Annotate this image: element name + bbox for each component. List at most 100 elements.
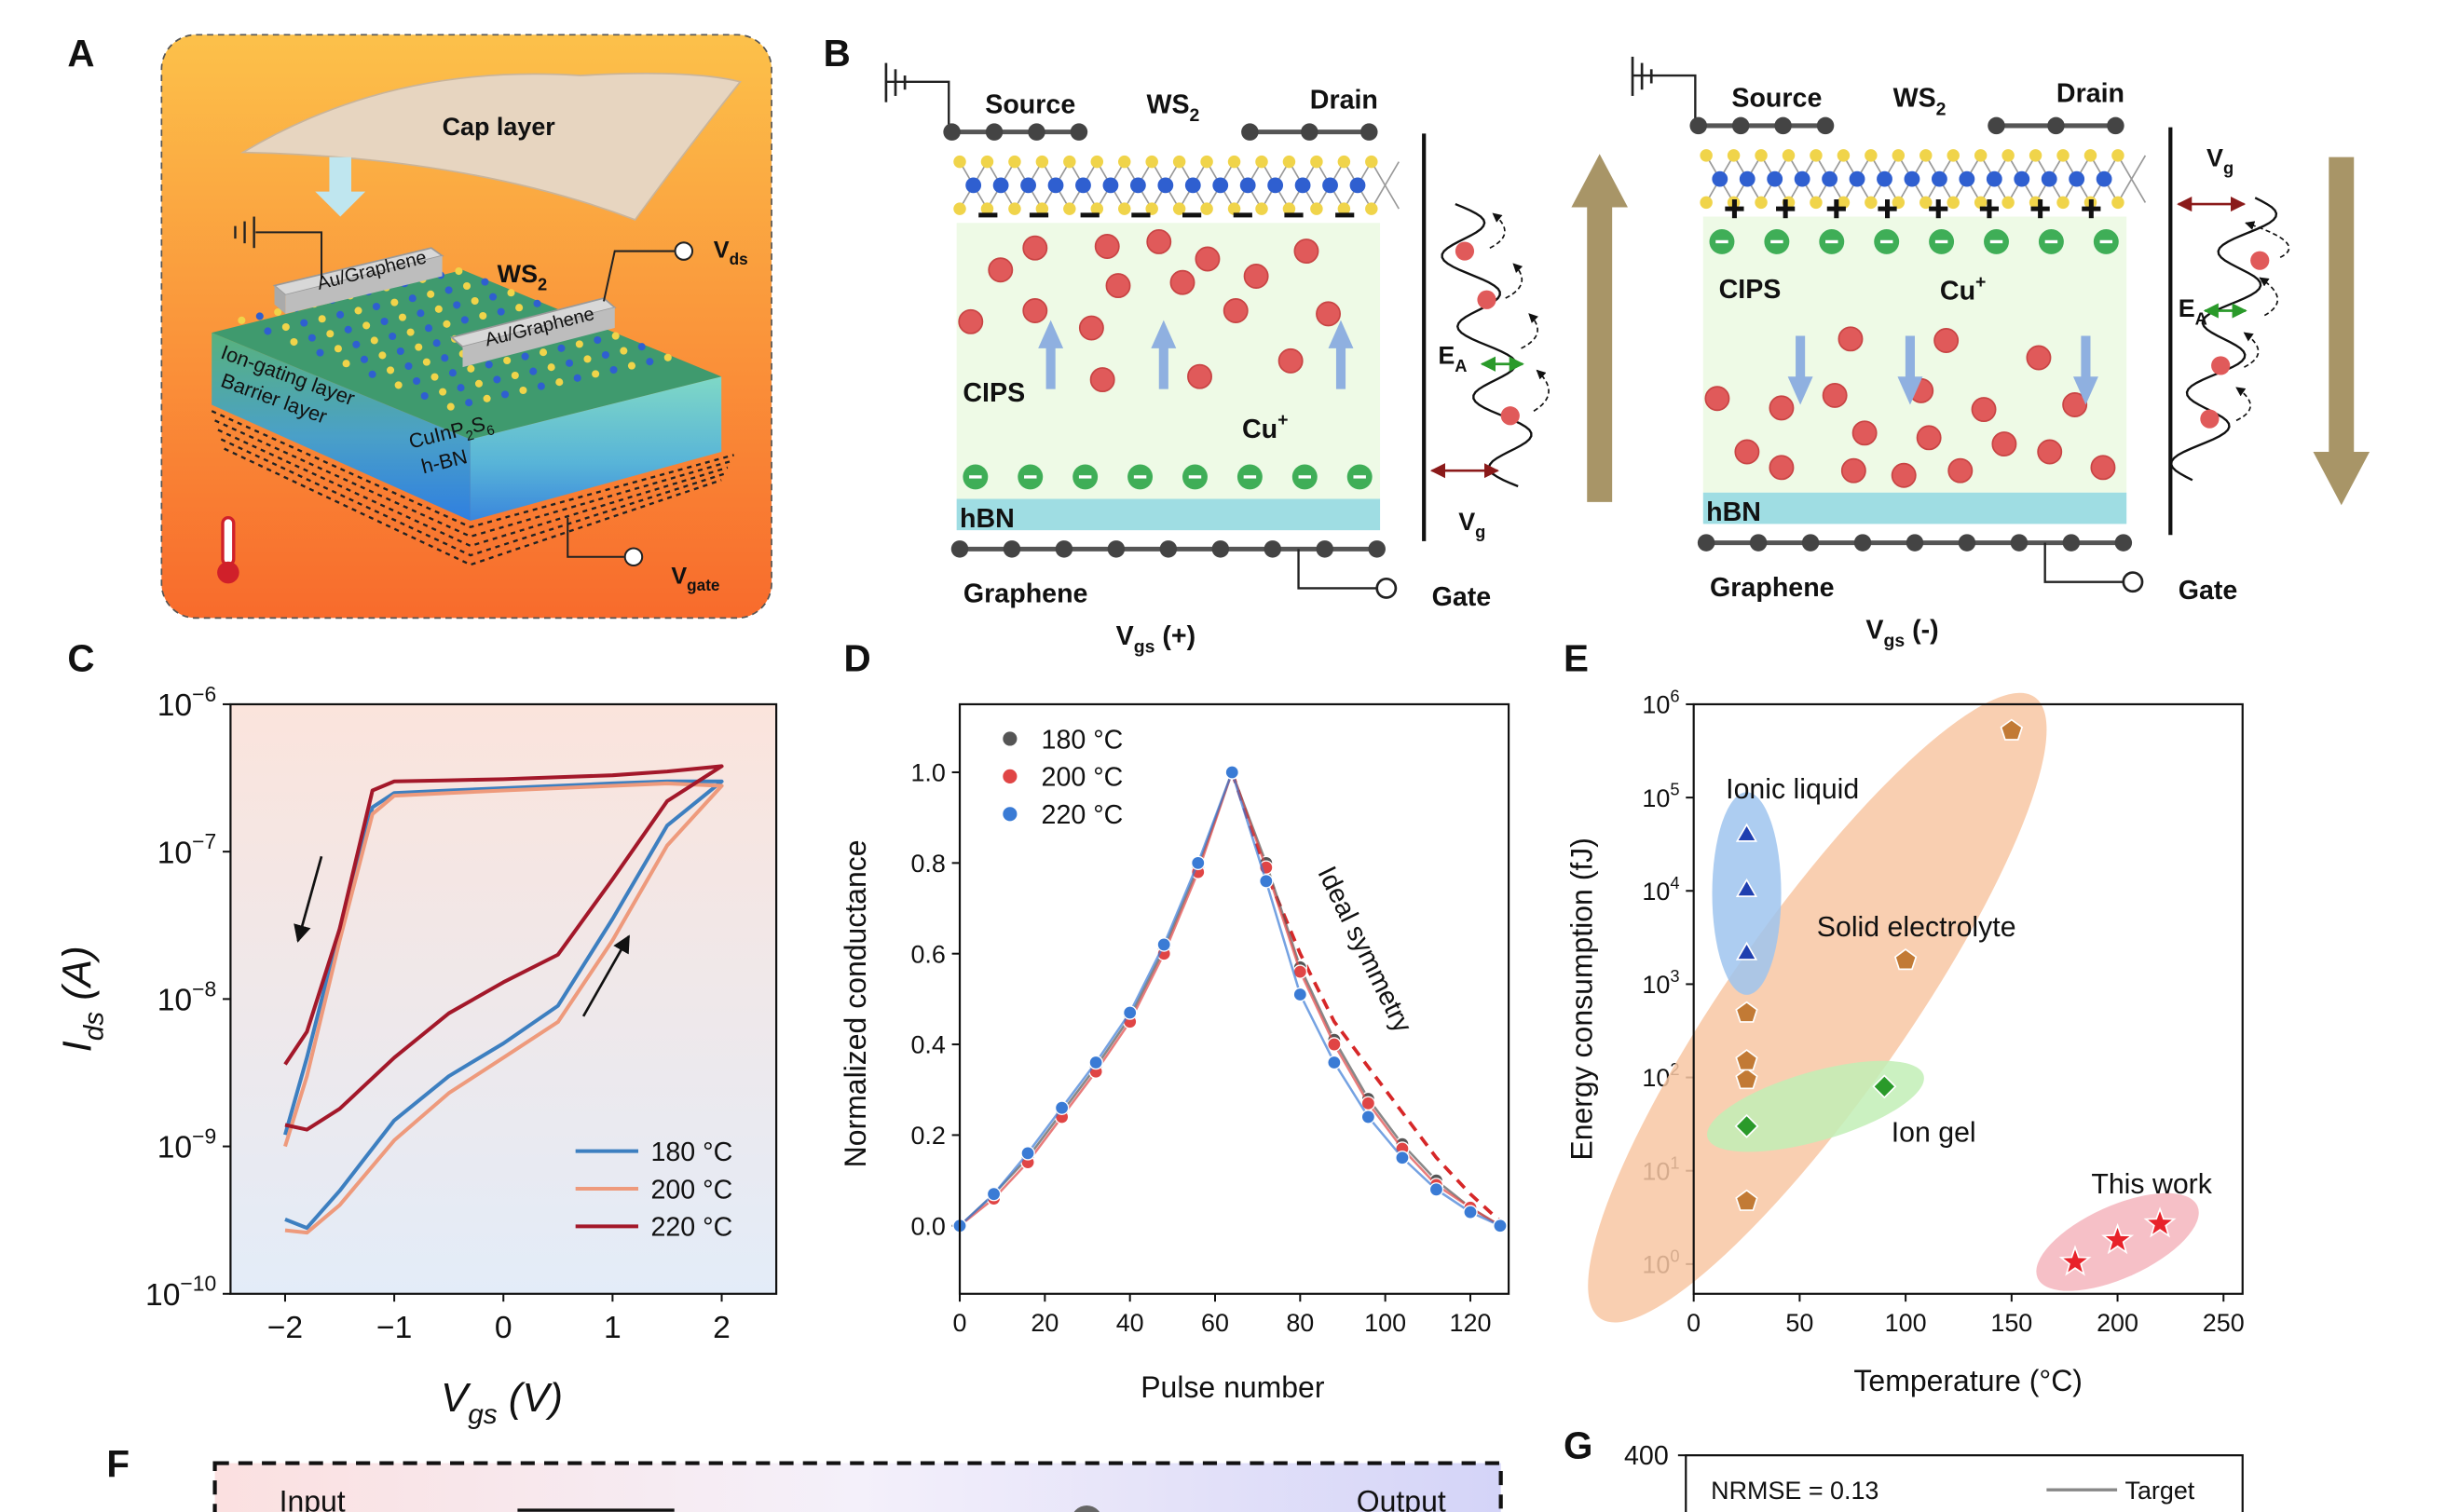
lattice-atom	[344, 325, 352, 334]
y-tick-label: 105	[1642, 780, 1679, 812]
cips-label: CIPS	[1719, 275, 1782, 305]
panel-b-diagram: Source WS2 Drain CIPS Cu+ hBN Graphene Gate Vgs …	[884, 62, 1628, 658]
tungsten-atom	[1986, 170, 2002, 187]
sulfur-atom	[1172, 202, 1186, 215]
graphene-electrode-atom	[1853, 534, 1872, 552]
y-tick-label: 0.4	[910, 1031, 945, 1059]
lattice-atom	[380, 317, 389, 326]
sulfur-atom	[1282, 155, 1296, 169]
hbn-layer	[1702, 492, 2127, 524]
x-tick-label: 250	[2203, 1309, 2245, 1337]
gate-terminal	[1375, 577, 1398, 599]
graphene-electrode-atom	[1697, 534, 1715, 552]
sulfur-atom	[1919, 196, 1933, 210]
lattice-atom	[441, 354, 449, 362]
tungsten-atom	[2041, 170, 2057, 187]
lattice-atom	[457, 384, 465, 392]
panel-f-box	[212, 1461, 1503, 1512]
x-tick-label: 1	[604, 1311, 622, 1345]
lattice-atom	[443, 320, 451, 328]
tungsten-atom	[1267, 177, 1284, 194]
y-tick-label: 10−9	[157, 1124, 217, 1165]
lattice-atom	[378, 351, 387, 360]
legend-label: 200 °C	[1042, 763, 1124, 793]
copper-ion	[1837, 326, 1864, 352]
lattice-atom	[646, 358, 654, 366]
data-point	[1735, 878, 1758, 897]
sulfur-atom	[1837, 149, 1851, 162]
data-point	[1054, 1100, 1070, 1115]
tungsten-atom	[2014, 170, 2030, 187]
barrier-label: EA	[2179, 294, 2207, 328]
copper-ion	[1840, 457, 1866, 484]
data-point	[2000, 718, 2024, 741]
data-point	[2101, 1222, 2135, 1255]
hbn-label: hBN	[960, 504, 1015, 534]
copper-ion	[1169, 269, 1195, 295]
graphene-electrode-atom	[950, 540, 969, 558]
x-tick-label: 40	[1116, 1309, 1144, 1337]
lattice-atom	[500, 390, 510, 399]
source-electrode-atom	[943, 123, 961, 141]
lattice-atom	[448, 369, 457, 377]
sweep-arrow	[581, 934, 631, 1017]
graphene-electrode-atom	[1264, 540, 1282, 558]
copper-ion	[1316, 301, 1341, 327]
copper-ion	[1243, 264, 1269, 289]
plot-frame	[229, 702, 778, 1295]
tungsten-atom	[1184, 177, 1201, 194]
gate-terminal	[623, 547, 644, 567]
output-label: Output	[1357, 1485, 1446, 1512]
lattice-atom	[465, 399, 473, 407]
copper-ion	[1947, 457, 1974, 484]
data-point	[1735, 823, 1758, 842]
lattice-atom	[537, 382, 545, 390]
caption: Vgs (+)	[1116, 621, 1196, 658]
legend-label: 220 °C	[650, 1213, 732, 1243]
lattice-atom	[485, 361, 493, 369]
lattice-atom	[460, 316, 469, 324]
lattice-atom	[497, 307, 505, 316]
copper-ion	[1089, 367, 1115, 393]
source-label: Source	[985, 89, 1075, 119]
source-electrode-atom	[1731, 116, 1750, 135]
ws2-bond	[1371, 161, 1400, 210]
lattice-atom	[390, 298, 399, 306]
drain-electrode-atom	[1301, 123, 1318, 141]
legend-key	[1003, 769, 1018, 783]
drain-terminal	[674, 241, 694, 261]
panel-label: A	[67, 32, 94, 75]
lattice-atom	[336, 310, 345, 319]
lattice-atom	[515, 304, 524, 312]
sweep-arrow	[294, 855, 323, 943]
copper-ion	[1187, 363, 1212, 389]
x-tick-label: 120	[1450, 1309, 1492, 1337]
lattice-atom	[483, 394, 491, 402]
sulfur-atom	[1810, 149, 1823, 162]
sulfur-atom	[1008, 202, 1021, 215]
ion-drift-arrow	[1897, 335, 1923, 405]
data-point	[1327, 1037, 1342, 1052]
copper-ion	[1891, 462, 1917, 488]
y-tick-label: 0.6	[910, 940, 945, 968]
sulfur-atom	[1837, 196, 1851, 210]
hopping-arrow	[2243, 332, 2260, 368]
graphene-electrode-atom	[2114, 534, 2133, 552]
lattice-atom	[290, 337, 298, 347]
copper-ion	[2062, 392, 2088, 417]
lattice-atom	[453, 301, 461, 309]
sulfur-atom	[953, 202, 966, 215]
drain-electrode-atom	[2107, 116, 2124, 135]
panel-label: C	[67, 637, 94, 680]
copper-ion	[2090, 455, 2116, 481]
lattice-atom	[455, 266, 463, 276]
lattice-atom	[420, 391, 429, 401]
sulfur-atom	[1337, 155, 1351, 169]
tungsten-atom	[1349, 177, 1366, 194]
hopping-ion	[1477, 290, 1496, 309]
lattice-atom	[507, 289, 515, 297]
lattice-atom	[316, 348, 324, 357]
y-tick-label: 1.0	[910, 759, 945, 787]
lattice-atom	[620, 347, 628, 355]
cap-arrow	[315, 157, 366, 217]
